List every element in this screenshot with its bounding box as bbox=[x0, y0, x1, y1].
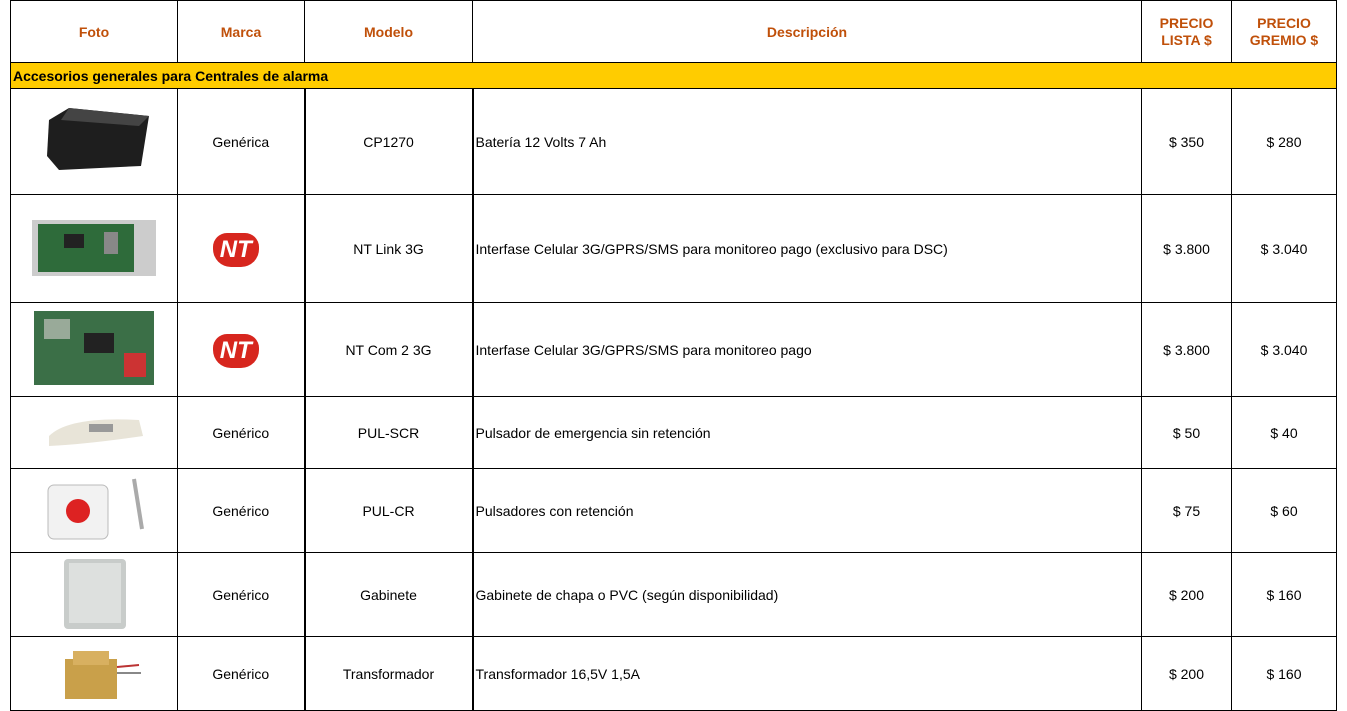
page: Foto Marca Modelo Descripción PRECIO LIS… bbox=[10, 0, 1337, 711]
brand-cell: Genérico bbox=[177, 636, 305, 711]
product-row: Genérico PUL-CR Pulsadores con retención $ … bbox=[10, 468, 1337, 553]
model-cell: NT Link 3G bbox=[303, 194, 474, 303]
model-cell: PUL-CR bbox=[303, 468, 474, 553]
photo-cabinet bbox=[64, 559, 126, 629]
photo-board bbox=[32, 220, 156, 276]
brand-logo-text: NT bbox=[212, 334, 259, 368]
trade-price-cell: $ 280 bbox=[1231, 88, 1337, 195]
photo-transformer bbox=[65, 651, 141, 699]
trade-price-cell: $ 60 bbox=[1231, 468, 1337, 553]
brand-cell: Genérico bbox=[177, 552, 305, 637]
description-cell: Batería 12 Volts 7 Ah bbox=[472, 88, 1142, 195]
photo-button-key bbox=[47, 478, 144, 540]
photo-cell bbox=[10, 552, 178, 637]
description-cell: Transformador 16,5V 1,5A bbox=[472, 636, 1142, 711]
trade-price-cell: $ 40 bbox=[1231, 396, 1337, 469]
header-row: Foto Marca Modelo Descripción PRECIO LIS… bbox=[10, 0, 1337, 63]
list-price-cell: $ 350 bbox=[1141, 88, 1232, 195]
header-cell: Foto bbox=[10, 0, 178, 63]
price-table: Foto Marca Modelo Descripción PRECIO LIS… bbox=[10, 0, 1337, 711]
photo-button bbox=[49, 419, 143, 446]
brand-logo-text: NT bbox=[212, 233, 259, 267]
brand-cell: Genérico bbox=[177, 468, 305, 553]
brand-cell: NT bbox=[177, 194, 305, 303]
product-row: Genérico Gabinete Gabinete de chapa o PVC … bbox=[10, 552, 1337, 637]
header-cell: Marca bbox=[177, 0, 305, 63]
model-cell: Transformador bbox=[303, 636, 474, 711]
list-price-cell: $ 200 bbox=[1141, 636, 1232, 711]
description-cell: Interfase Celular 3G/GPRS/SMS para monit… bbox=[472, 194, 1142, 303]
list-price-cell: $ 3.800 bbox=[1141, 194, 1232, 303]
model-cell: Gabinete bbox=[303, 552, 474, 637]
photo-cell bbox=[10, 194, 178, 303]
photo-board bbox=[34, 311, 154, 385]
list-price-cell: $ 75 bbox=[1141, 468, 1232, 553]
list-price-cell: $ 200 bbox=[1141, 552, 1232, 637]
list-price-cell: $ 50 bbox=[1141, 396, 1232, 469]
header-cell: Descripción bbox=[472, 0, 1142, 63]
description-cell: Pulsadores con retención bbox=[472, 468, 1142, 553]
product-row: Genérico PUL-SCR Pulsador de emergencia si… bbox=[10, 396, 1337, 469]
photo-cell bbox=[10, 636, 178, 711]
description-cell: Gabinete de chapa o PVC (según disponibi… bbox=[472, 552, 1142, 637]
model-cell: PUL-SCR bbox=[303, 396, 474, 469]
section-row: Accesorios generales para Centrales de a… bbox=[10, 62, 1337, 89]
section-title: Accesorios generales para Centrales de a… bbox=[10, 62, 1337, 89]
product-row: Genérica CP1270 Batería 12 Volts 7 Ah $ 350… bbox=[10, 88, 1337, 195]
trade-price-cell: $ 3.040 bbox=[1231, 302, 1337, 397]
product-row: Genérico Transformador Transformador 16,5V… bbox=[10, 636, 1337, 711]
photo-battery bbox=[47, 108, 149, 170]
photo-cell bbox=[10, 396, 178, 469]
description-cell: Pulsador de emergencia sin retención bbox=[472, 396, 1142, 469]
product-row: NT NT Com 2 3G Interfase Celular 3G/GPRS/S… bbox=[10, 302, 1337, 397]
header-cell: PRECIO LISTA $ bbox=[1141, 0, 1232, 63]
description-cell: Interfase Celular 3G/GPRS/SMS para monit… bbox=[472, 302, 1142, 397]
brand-cell: Genérica bbox=[177, 88, 305, 195]
photo-cell bbox=[10, 88, 178, 195]
trade-price-cell: $ 3.040 bbox=[1231, 194, 1337, 303]
model-cell: NT Com 2 3G bbox=[303, 302, 474, 397]
brand-logo: NT bbox=[211, 225, 271, 269]
header-cell: Modelo bbox=[304, 0, 473, 63]
brand-cell: NT bbox=[177, 302, 305, 397]
photo-cell bbox=[10, 468, 178, 553]
model-cell: CP1270 bbox=[303, 88, 474, 195]
product-row: NT NT Link 3G Interfase Celular 3G/GPRS/SM… bbox=[10, 194, 1337, 303]
trade-price-cell: $ 160 bbox=[1231, 636, 1337, 711]
photo-cell bbox=[10, 302, 178, 397]
brand-logo: NT bbox=[211, 326, 271, 370]
brand-cell: Genérico bbox=[177, 396, 305, 469]
trade-price-cell: $ 160 bbox=[1231, 552, 1337, 637]
header-cell: PRECIO GREMIO $ bbox=[1231, 0, 1337, 63]
list-price-cell: $ 3.800 bbox=[1141, 302, 1232, 397]
rows: Genérica CP1270 Batería 12 Volts 7 Ah $ 350… bbox=[10, 88, 1337, 711]
